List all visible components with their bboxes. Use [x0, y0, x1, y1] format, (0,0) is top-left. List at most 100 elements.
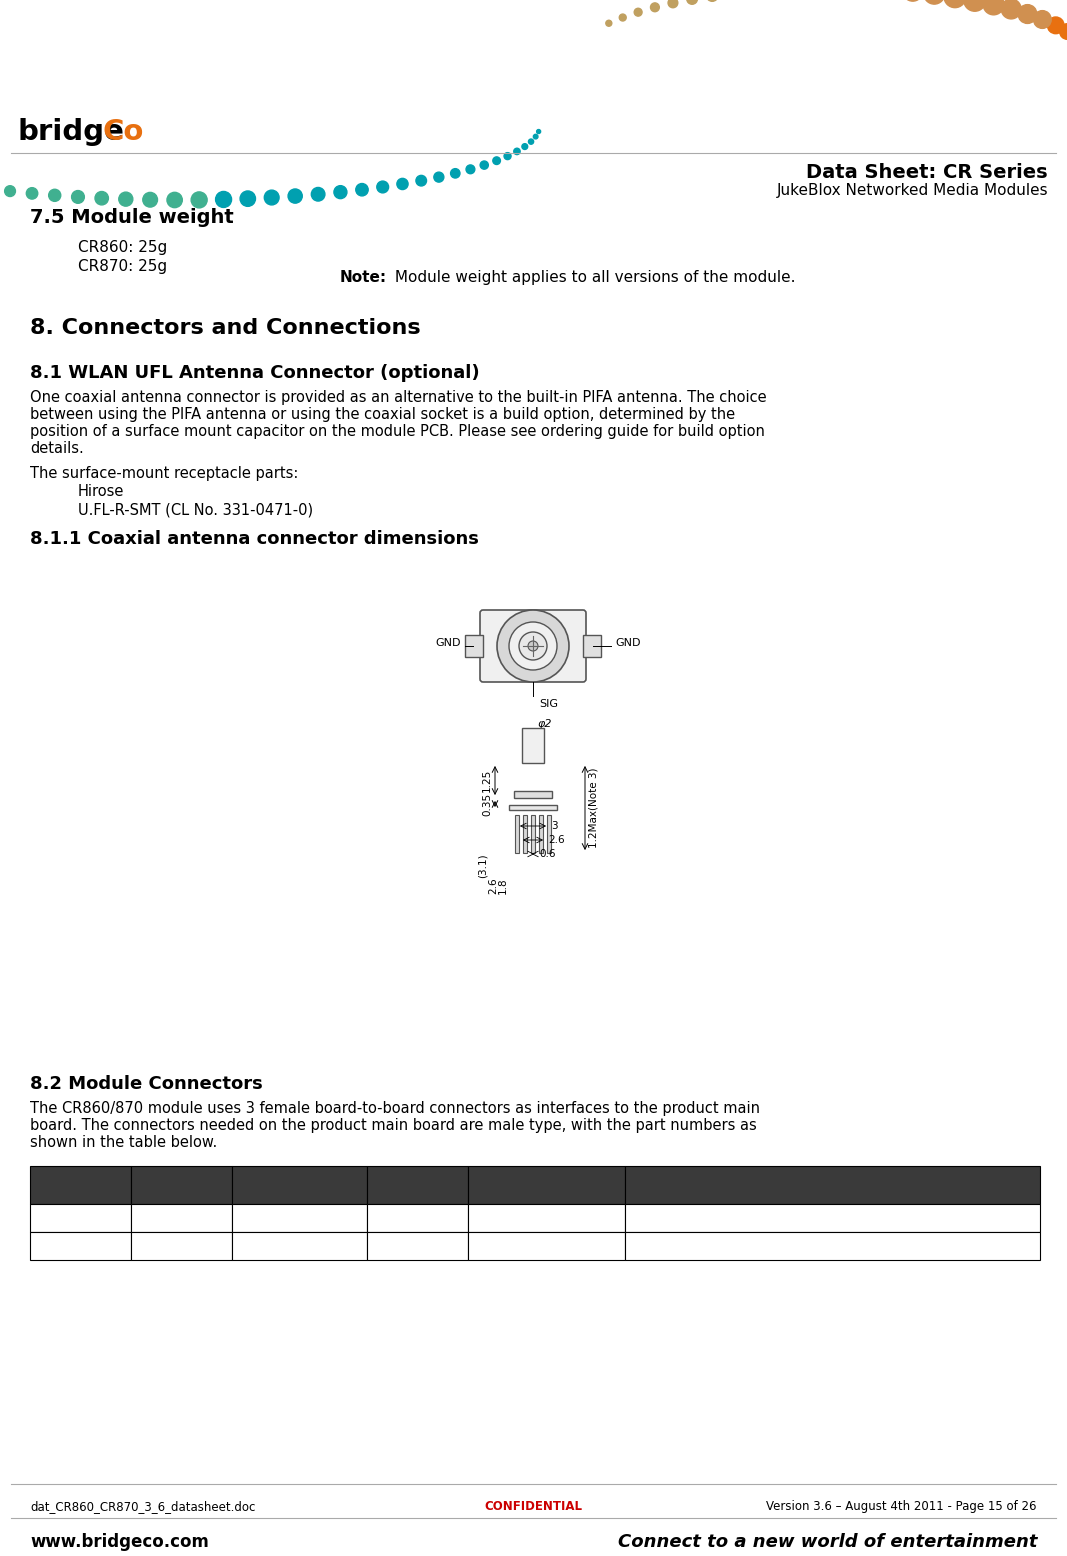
- Circle shape: [355, 184, 368, 196]
- Bar: [232, 1165, 367, 1204]
- Circle shape: [1001, 0, 1021, 19]
- Circle shape: [513, 148, 520, 154]
- Text: dat_CR860_CR870_3_6_datasheet.doc: dat_CR860_CR870_3_6_datasheet.doc: [30, 1500, 255, 1512]
- Circle shape: [118, 191, 132, 207]
- Text: Connect to a new world of entertainment: Connect to a new world of entertainment: [618, 1533, 1037, 1551]
- Text: 8.2 Module Connectors: 8.2 Module Connectors: [30, 1075, 262, 1092]
- Circle shape: [434, 173, 444, 182]
- Bar: [465, 635, 483, 657]
- Circle shape: [634, 8, 642, 16]
- Text: 1.2Max(Note 3): 1.2Max(Note 3): [589, 767, 599, 848]
- Text: SIG: SIG: [539, 699, 558, 710]
- Text: φ2: φ2: [537, 719, 552, 730]
- Text: Module weight applies to all versions of the module.: Module weight applies to all versions of…: [391, 271, 796, 285]
- Circle shape: [1034, 11, 1051, 28]
- Circle shape: [924, 0, 944, 5]
- Text: Media: Media: [162, 1240, 201, 1253]
- Bar: [131, 1204, 232, 1232]
- Bar: [367, 1165, 467, 1204]
- Bar: [30, 1165, 131, 1204]
- Circle shape: [519, 632, 547, 660]
- Circle shape: [288, 188, 302, 204]
- Circle shape: [240, 191, 255, 207]
- Circle shape: [537, 129, 541, 134]
- Text: Pin
Configuration: Pin Configuration: [500, 1172, 592, 1200]
- Circle shape: [1048, 17, 1064, 34]
- Text: 120: 120: [405, 1240, 429, 1253]
- Text: 14-5046-120-145-829+ (Kyocera): 14-5046-120-145-829+ (Kyocera): [727, 1240, 938, 1253]
- Text: Connector
Purpose: Connector Purpose: [147, 1172, 216, 1200]
- Text: 0.6: 0.6: [539, 850, 556, 859]
- Text: Number
of Pins: Number of Pins: [391, 1172, 444, 1200]
- Circle shape: [143, 193, 158, 207]
- Circle shape: [1060, 23, 1067, 39]
- Bar: [467, 1204, 625, 1232]
- Circle shape: [964, 0, 986, 11]
- Text: One coaxial antenna connector is provided as an alternative to the built-in PIFA: One coaxial antenna connector is provide…: [30, 391, 766, 405]
- Circle shape: [4, 185, 15, 196]
- Circle shape: [334, 185, 347, 199]
- Text: 2.6: 2.6: [488, 878, 498, 895]
- Text: Hirose: Hirose: [78, 484, 125, 499]
- Text: GND: GND: [615, 638, 640, 647]
- Text: 1.8: 1.8: [498, 878, 508, 895]
- Text: 30: 30: [410, 1212, 425, 1225]
- Circle shape: [497, 610, 569, 682]
- Circle shape: [216, 191, 232, 207]
- Text: 2 x 60 x 0.5mm: 2 x 60 x 0.5mm: [497, 1240, 595, 1253]
- Text: JukeBlox Networked Media Modules: JukeBlox Networked Media Modules: [777, 184, 1048, 198]
- Circle shape: [619, 14, 626, 20]
- Bar: [515, 815, 519, 853]
- Circle shape: [687, 0, 698, 5]
- Text: 2 x 15 x 0.5mm: 2 x 15 x 0.5mm: [497, 1212, 595, 1225]
- Circle shape: [528, 138, 534, 145]
- Bar: [367, 1204, 467, 1232]
- Circle shape: [312, 187, 325, 201]
- Circle shape: [668, 0, 678, 8]
- Bar: [30, 1232, 131, 1260]
- Circle shape: [493, 157, 500, 165]
- Text: 1.25: 1.25: [482, 769, 492, 792]
- Text: Data Sheet: CR Series: Data Sheet: CR Series: [807, 163, 1048, 182]
- Bar: [514, 790, 552, 798]
- Text: bridge: bridge: [18, 118, 125, 146]
- FancyBboxPatch shape: [480, 610, 586, 682]
- Text: The surface-mount receptacle parts:: The surface-mount receptacle parts:: [30, 465, 299, 481]
- Circle shape: [466, 165, 475, 174]
- Circle shape: [504, 152, 511, 160]
- Bar: [509, 804, 557, 811]
- Text: Note:: Note:: [340, 271, 387, 285]
- Text: Co: Co: [103, 118, 144, 146]
- Text: position of a surface mount capacitor on the module PCB. Please see ordering gui: position of a surface mount capacitor on…: [30, 423, 765, 439]
- Circle shape: [651, 3, 659, 12]
- Circle shape: [95, 191, 109, 205]
- Bar: [625, 1232, 1040, 1260]
- Text: J2: J2: [75, 1240, 86, 1253]
- Bar: [531, 815, 535, 853]
- Circle shape: [27, 188, 37, 199]
- Text: U.FL-R-SMT (CL No. 331-0471-0): U.FL-R-SMT (CL No. 331-0471-0): [78, 503, 313, 517]
- Circle shape: [265, 190, 280, 205]
- Circle shape: [944, 0, 966, 8]
- Bar: [539, 815, 543, 853]
- Bar: [131, 1232, 232, 1260]
- Text: 7.5 Module weight: 7.5 Module weight: [30, 209, 234, 227]
- Text: 8. Connectors and Connections: 8. Connectors and Connections: [30, 317, 420, 338]
- Circle shape: [1018, 5, 1037, 23]
- Text: (3.1): (3.1): [478, 854, 488, 878]
- Circle shape: [522, 143, 528, 149]
- Text: Connector
Type: Connector Type: [266, 1172, 333, 1200]
- Text: 2.6: 2.6: [548, 836, 564, 845]
- Bar: [467, 1232, 625, 1260]
- Circle shape: [166, 193, 182, 207]
- Circle shape: [450, 168, 460, 177]
- Circle shape: [534, 134, 538, 138]
- Bar: [131, 1165, 232, 1204]
- Text: www.bridgeco.com: www.bridgeco.com: [30, 1533, 209, 1551]
- Text: B2B
Connector: B2B Connector: [267, 1204, 332, 1232]
- Bar: [523, 815, 527, 853]
- Text: Male Mating Connector Part
Numbers: Male Mating Connector Part Numbers: [739, 1172, 925, 1200]
- Text: 3: 3: [551, 822, 558, 831]
- Circle shape: [49, 190, 61, 201]
- Text: 0.35: 0.35: [482, 792, 492, 815]
